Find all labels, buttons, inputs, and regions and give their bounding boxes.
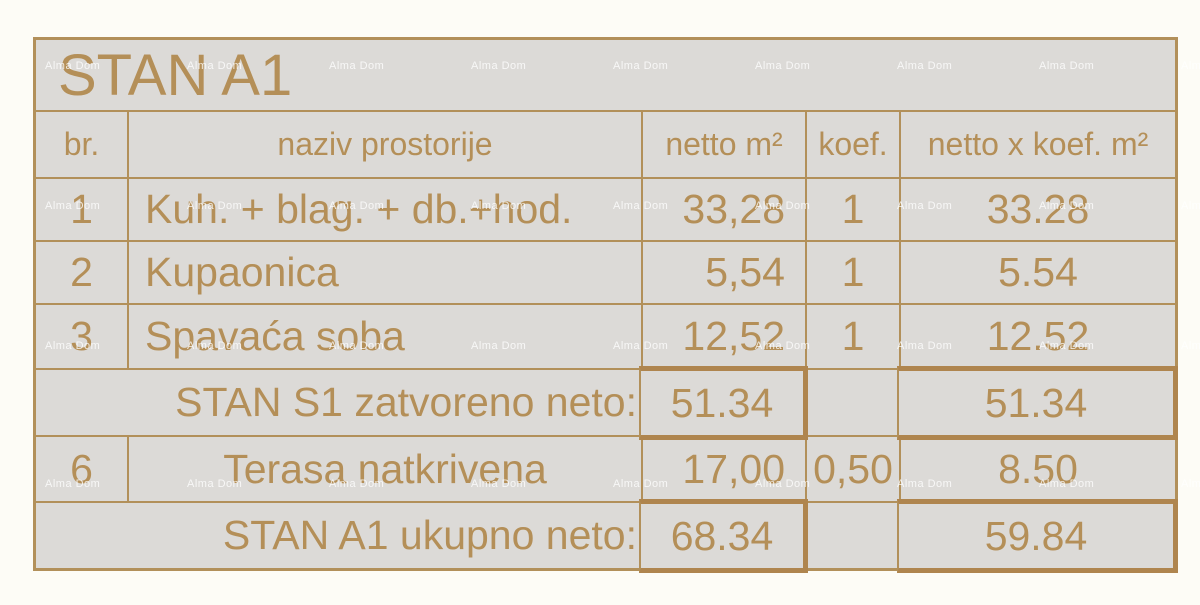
row-number: 1 [70,186,93,232]
netto-koef-value: 5.54 [899,242,1175,303]
room-name: Terasa natkrivena [127,437,641,501]
header-br: br. [63,126,100,162]
table-row: 3 Spavaća soba 12,52 1 12.52 [36,303,1175,368]
total-label: STAN A1 ukupno neto: [222,512,637,558]
subtotal-label: STAN S1 zatvoreno neto: [175,379,637,425]
koef-value: 1 [805,305,899,368]
netto-value: 33,28 [641,179,805,240]
room-name: Kupaonica [127,242,641,303]
subtotal-koef-value [805,370,899,435]
total-netto-koef-value: 59.84 [897,499,1178,573]
netto-koef-value: 12.52 [899,305,1175,368]
table-row: 1 Kuh. + blag. + db.+hod. 33,28 1 33.28 [36,177,1175,240]
table-row: 6 Terasa natkrivena 17,00 0,50 8.50 [36,435,1175,501]
watermark-text: Alma Dom [1181,60,1200,72]
watermark-text: Alma Dom [1181,200,1200,212]
header-netto-x-koef-m2: netto x koef. m² [899,112,1175,177]
koef-value: 1 [805,242,899,303]
watermark-text: Alma Dom [1181,340,1200,352]
netto-koef-value: 8.50 [899,437,1175,501]
table-row: 2 Kupaonica 5,54 1 5.54 [36,240,1175,303]
koef-value: 1 [805,179,899,240]
subtotal-row: STAN S1 zatvoreno neto: 51.34 51.34 [36,366,1178,440]
total-row: STAN A1 ukupno neto: 68.34 59.84 [36,499,1178,573]
area-table: STAN A1 br. naziv prostorije netto m² ko… [33,37,1178,573]
header-naziv-prostorije: naziv prostorije [127,112,641,177]
netto-value: 5,54 [641,242,805,303]
table-header-row: br. naziv prostorije netto m² koef. nett… [36,110,1175,177]
subtotal-netto-value: 51.34 [639,366,808,440]
total-koef-value [805,503,899,568]
apartment-title: STAN A1 [58,42,293,108]
subtotal-netto-koef-value: 51.34 [897,366,1178,440]
table-title-row: STAN A1 [36,40,1175,110]
netto-value: 12,52 [641,305,805,368]
netto-value: 17,00 [641,437,805,501]
row-number: 3 [70,313,93,359]
header-koef: koef. [805,112,899,177]
watermark-text: Alma Dom [1181,478,1200,490]
total-netto-value: 68.34 [639,499,808,573]
room-name: Kuh. + blag. + db.+hod. [127,179,641,240]
netto-koef-value: 33.28 [899,179,1175,240]
row-number: 2 [70,249,93,295]
room-name: Spavaća soba [127,305,641,368]
header-netto-m2: netto m² [641,112,805,177]
row-number: 6 [70,445,93,492]
koef-value: 0,50 [805,437,899,501]
